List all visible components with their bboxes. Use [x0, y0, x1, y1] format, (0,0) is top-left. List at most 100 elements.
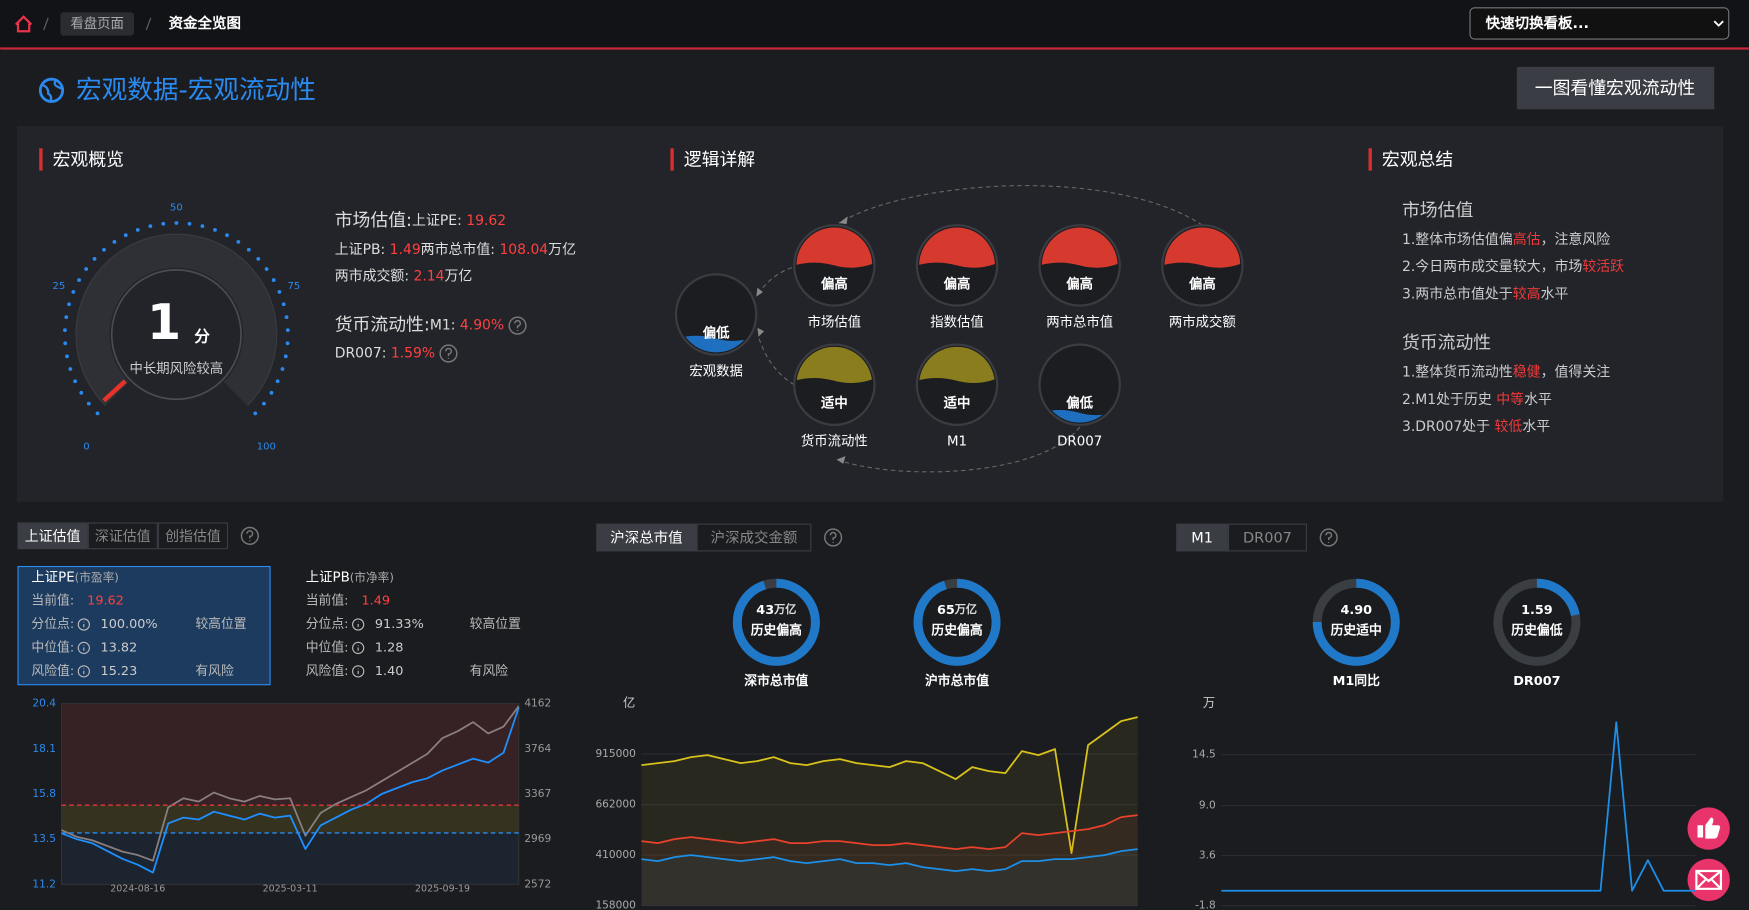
- x-tick-label: 2025-03-11: [263, 883, 318, 894]
- explain-button-label[interactable]: 一图看懂宏观流动性: [1535, 78, 1695, 99]
- y-tick-label: 4162: [524, 698, 551, 710]
- home-icon[interactable]: [15, 15, 33, 33]
- summary-line: 2.今日两市成交量较大，市场较活跃: [1402, 258, 1624, 275]
- ring-arc: [913, 578, 1001, 666]
- overview-label: 上证PB:: [335, 242, 385, 258]
- gauge-dot: [280, 367, 285, 371]
- overview-row: DR007: 1.59%: [335, 346, 435, 362]
- tab-label[interactable]: 沪深总市值: [610, 530, 682, 547]
- help-icon[interactable]: [1319, 528, 1338, 547]
- ring-arc: [732, 578, 820, 666]
- node-status: 偏高: [944, 275, 971, 292]
- series-area: [641, 849, 1138, 906]
- node-status: 适中: [821, 395, 848, 412]
- help-icon[interactable]: [439, 344, 458, 363]
- help-icon[interactable]: [240, 526, 259, 545]
- node-status: 偏低: [1066, 395, 1093, 412]
- tab[interactable]: [17, 522, 88, 550]
- tab-label[interactable]: M1: [1191, 531, 1213, 547]
- summary-line: 1.整体货币流动性稳健，值得关注: [1402, 363, 1610, 380]
- card-value: 15.23: [101, 664, 138, 679]
- card-note: 有风险: [195, 664, 234, 679]
- section-bar: [39, 148, 43, 171]
- gauge-dot: [67, 302, 71, 307]
- tab[interactable]: [157, 522, 229, 550]
- overview-label: 市场估值:: [335, 210, 412, 231]
- ring-arc: [1312, 578, 1400, 666]
- y-tick-label: 20.4: [32, 698, 56, 710]
- node-status: 偏低: [703, 324, 730, 341]
- summary-text: 水平: [1522, 419, 1550, 435]
- section-title: 宏观总结: [1382, 150, 1453, 171]
- board-select-label[interactable]: 快速切换看板...: [1486, 14, 1589, 32]
- card-label: 当前值:: [31, 593, 74, 609]
- card-value: 91.33%: [375, 617, 424, 632]
- explain-button[interactable]: [1516, 66, 1715, 110]
- card-note: 有风险: [470, 664, 509, 679]
- ring-status: 历史适中: [1331, 623, 1382, 639]
- overview-row: 两市成交额: 2.14万亿: [335, 268, 473, 285]
- summary-text: 3.两市总市值处于: [1402, 285, 1513, 302]
- tab-label[interactable]: DR007: [1243, 531, 1292, 547]
- overview-row: 上证PB: 1.49两市总市值: 108.04万亿: [335, 241, 576, 258]
- page-title: 宏观数据-宏观流动性: [76, 75, 316, 105]
- y-tick-label: 18.1: [32, 743, 56, 755]
- gauge-dot: [275, 379, 280, 384]
- board-select[interactable]: [1469, 7, 1730, 40]
- overview-label: 货币流动性:: [335, 315, 430, 336]
- node-label: 货币流动性: [801, 433, 868, 450]
- gauge-dot: [256, 256, 261, 261]
- ring-number: 1.59: [1521, 603, 1553, 618]
- card-value: 1.28: [375, 640, 404, 655]
- node-fill: [1041, 227, 1118, 268]
- card-value: 1.49: [362, 594, 391, 609]
- arrow: [836, 426, 1081, 473]
- tab[interactable]: [1227, 523, 1307, 552]
- series-line: [1221, 721, 1696, 892]
- series-line: [61, 705, 520, 862]
- gauge-dot: [73, 379, 78, 384]
- crumb-box[interactable]: [60, 12, 135, 36]
- tab-label[interactable]: 沪深成交金额: [711, 529, 798, 547]
- gauge-dot: [112, 239, 117, 244]
- arrow-heads: [756, 216, 848, 464]
- tab-label[interactable]: 深证估值: [95, 529, 151, 545]
- summary-text: 水平: [1524, 392, 1552, 408]
- section-title: 宏观概览: [53, 150, 124, 171]
- help-icon[interactable]: [508, 316, 527, 335]
- arrow: [757, 336, 795, 386]
- tab-label[interactable]: 上证估值: [25, 529, 81, 545]
- crumb-current: 资金全览图: [169, 14, 241, 32]
- chevron: [1713, 20, 1724, 27]
- tab[interactable]: [596, 523, 697, 552]
- summary-heading: 货币流动性: [1402, 332, 1491, 353]
- card-label: 分位点:: [306, 617, 349, 632]
- arrow-head: [756, 287, 763, 297]
- gauge-dot: [92, 256, 97, 261]
- section-title: 逻辑详解: [684, 150, 755, 171]
- node-label: 两市总市值: [1046, 313, 1113, 330]
- help-icon[interactable]: [824, 528, 843, 547]
- like-icon: [1697, 817, 1721, 839]
- card-sub: (市净率): [350, 570, 394, 584]
- macro-panel: [16, 126, 1724, 502]
- node-status: 偏高: [821, 275, 848, 292]
- gauge-dot: [148, 224, 153, 229]
- series-line: [61, 707, 520, 874]
- ring-label: M1同比: [1333, 673, 1380, 689]
- ring-status: 历史偏低: [1511, 623, 1562, 639]
- tab-label[interactable]: 创指估值: [165, 529, 221, 545]
- overview-label: DR007:: [335, 346, 387, 362]
- node-fill: [919, 227, 995, 268]
- gauge-dot: [236, 239, 241, 244]
- card-note: 较高位置: [195, 616, 246, 632]
- y-tick-label: 2969: [524, 833, 551, 845]
- separator: [145, 17, 152, 31]
- tab[interactable]: [696, 523, 812, 552]
- tab[interactable]: [87, 522, 158, 550]
- gauge-tick-label: 0: [83, 442, 89, 453]
- tab[interactable]: [1176, 523, 1228, 552]
- ring-value: 43万亿: [756, 602, 796, 618]
- node-label: 指数估值: [930, 314, 984, 330]
- crumb[interactable]: 看盘页面: [70, 15, 124, 32]
